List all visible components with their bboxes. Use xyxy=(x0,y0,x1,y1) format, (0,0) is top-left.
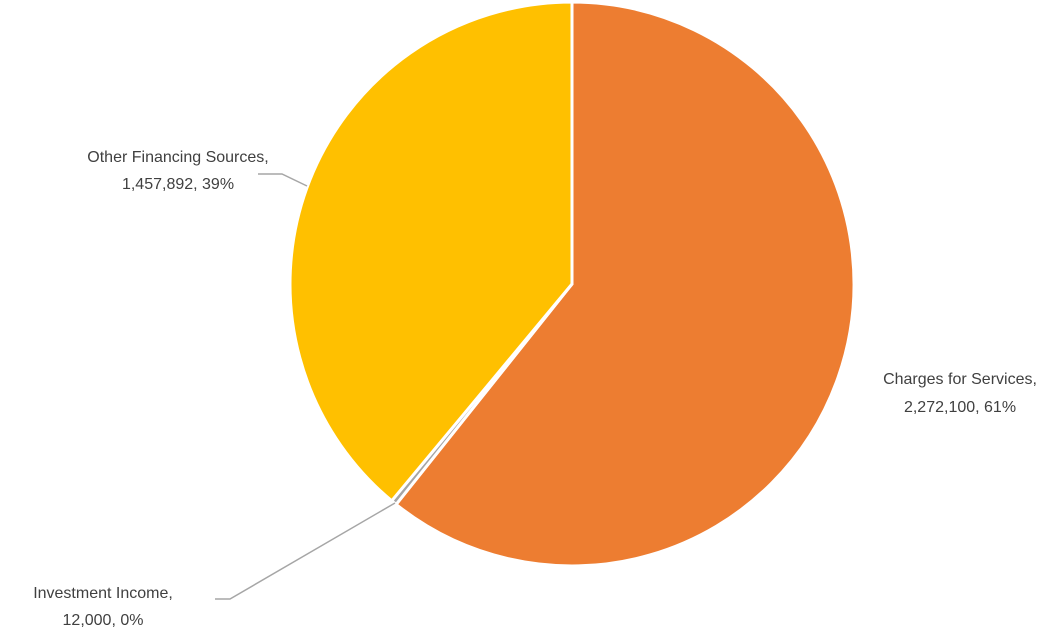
data-label-charges-for-services: Charges for Services, 2,272,100, 61% xyxy=(883,371,1037,416)
label-investment-name: Investment Income, xyxy=(33,585,173,602)
label-charges-value: 2,272,100, 61% xyxy=(904,399,1016,416)
label-charges-name: Charges for Services, xyxy=(883,371,1037,388)
data-label-other-financing: Other Financing Sources, 1,457,892, 39% xyxy=(87,149,268,193)
leader-line-investment-income xyxy=(215,502,396,600)
pie-slice-charges-for-services xyxy=(394,0,856,568)
data-label-investment-income: Investment Income, 12,000, 0% xyxy=(33,585,173,629)
label-other-financing-value: 1,457,892, 39% xyxy=(122,176,234,193)
label-investment-value: 12,000, 0% xyxy=(63,612,144,629)
label-other-financing-name: Other Financing Sources, xyxy=(87,149,268,166)
leader-line-other-financing xyxy=(258,173,308,187)
pie-slices xyxy=(288,0,856,568)
pie-slice-other-financing-sources xyxy=(288,0,574,503)
